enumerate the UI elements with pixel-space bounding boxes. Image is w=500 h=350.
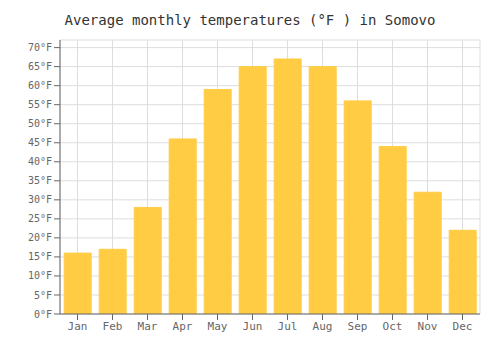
svg-text:Nov: Nov [418, 320, 438, 333]
svg-text:20°F: 20°F [28, 232, 52, 243]
svg-text:40°F: 40°F [28, 156, 52, 167]
svg-text:Sep: Sep [348, 320, 368, 333]
svg-text:Feb: Feb [103, 320, 123, 333]
svg-text:10°F: 10°F [28, 270, 52, 281]
svg-text:5°F: 5°F [34, 290, 52, 301]
html-text:Average monthly temperatures (: Average monthly temperatures (°F ) in So… [64, 12, 436, 28]
svg-text:25°F: 25°F [28, 213, 52, 224]
svg-text:50°F: 50°F [28, 118, 52, 129]
svg-text:May: May [208, 320, 228, 333]
svg-text:Jul: Jul [278, 320, 298, 333]
svg-text:0°F: 0°F [34, 309, 52, 320]
svg-text:30°F: 30°F [28, 194, 52, 205]
svg-text:Oct: Oct [383, 320, 403, 333]
svg-text:55°F: 55°F [28, 99, 52, 110]
svg-text:Dec: Dec [453, 320, 473, 333]
svg-text:60°F: 60°F [28, 80, 52, 91]
svg-text:35°F: 35°F [28, 175, 52, 186]
svg-text:Aug: Aug [313, 320, 333, 333]
svg-text:65°F: 65°F [28, 61, 52, 72]
svg-text:45°F: 45°F [28, 137, 52, 148]
svg-text:Jan: Jan [68, 320, 88, 333]
svg-text:Apr: Apr [173, 320, 193, 333]
svg-text:70°F: 70°F [28, 42, 52, 53]
svg-text:Jun: Jun [243, 320, 263, 333]
svg-text:15°F: 15°F [28, 251, 52, 262]
svg-text:Mar: Mar [138, 320, 158, 333]
